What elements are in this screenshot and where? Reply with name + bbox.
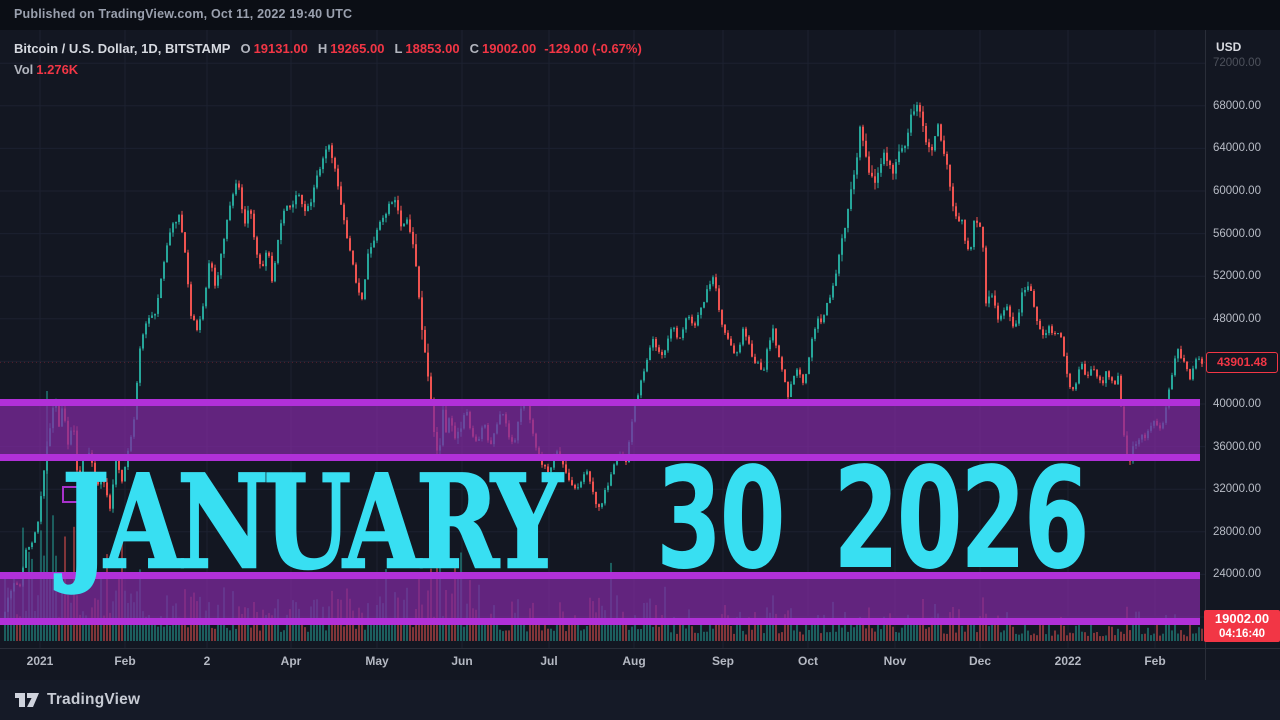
price-tick-label: 28000.00 bbox=[1213, 526, 1261, 538]
time-tick-label: Feb bbox=[114, 654, 136, 668]
change-value: -129.00 (-0.67%) bbox=[544, 41, 642, 56]
volume-value: 1.276K bbox=[36, 62, 79, 77]
price-tick-label: 64000.00 bbox=[1213, 142, 1261, 154]
time-tick-label: Oct bbox=[797, 654, 819, 668]
volume-label: Vol bbox=[14, 62, 34, 77]
published-banner: Published on TradingView.com, Oct 11, 20… bbox=[0, 0, 1280, 30]
time-tick-label: 2021 bbox=[26, 654, 54, 668]
price-tick-label: 24000.00 bbox=[1213, 568, 1261, 580]
ohlc-open-value: 19131.00 bbox=[253, 41, 308, 56]
price-tick-label: 40000.00 bbox=[1213, 398, 1261, 410]
ohlc-open-key: O bbox=[240, 41, 251, 56]
countdown-timer: 04:16:40 bbox=[1218, 628, 1266, 640]
ohlc-high-value: 19265.00 bbox=[330, 41, 385, 56]
last-price-label: 43901.48 bbox=[1206, 352, 1278, 373]
time-tick-label: Nov bbox=[883, 654, 907, 668]
ohlc-close-value: 19002.00 bbox=[482, 41, 537, 56]
time-tick-label: Dec bbox=[968, 654, 992, 668]
ohlc-low-key: L bbox=[394, 41, 403, 56]
ohlc-close-key: C bbox=[469, 41, 480, 56]
caption-word-january: JANUARY bbox=[61, 447, 563, 600]
price-tick-label: 72000.00 bbox=[1213, 57, 1261, 69]
ohlc-high-key: H bbox=[317, 41, 328, 56]
currency-label: USD bbox=[1216, 40, 1242, 54]
time-tick-label: Aug bbox=[622, 654, 646, 668]
time-tick-label: May bbox=[365, 654, 389, 668]
time-tick-label: Sep bbox=[711, 654, 735, 668]
session-countdown-label: 19002.00 04:16:40 bbox=[1204, 610, 1280, 642]
chart-legend: Bitcoin / U.S. Dollar, 1D, BITSTAMP O 1913… bbox=[14, 41, 642, 83]
drawing-anchor-marker[interactable] bbox=[62, 486, 79, 503]
price-tick-label: 36000.00 bbox=[1213, 441, 1261, 453]
time-tick-label: Jul bbox=[540, 654, 558, 668]
resistance-zone-drawing[interactable] bbox=[0, 399, 1200, 461]
footer-bar: TradingView bbox=[0, 680, 1280, 720]
price-tick-label: 60000.00 bbox=[1213, 185, 1261, 197]
price-axis[interactable]: 72000.00 68000.00 64000.00 60000.00 56000.00… bbox=[1205, 30, 1280, 648]
price-tick-label: 56000.00 bbox=[1213, 228, 1261, 240]
caption-word-30: 30 bbox=[655, 438, 786, 601]
caption-word-2026: 2026 bbox=[832, 438, 1090, 601]
session-close-price: 19002.00 bbox=[1214, 611, 1270, 626]
ohlc-low-value: 18853.00 bbox=[405, 41, 460, 56]
time-tick-label: Apr bbox=[280, 654, 302, 668]
support-zone-drawing[interactable] bbox=[0, 572, 1200, 625]
symbol-title[interactable]: Bitcoin / U.S. Dollar, 1D, BITSTAMP bbox=[14, 41, 231, 56]
price-tick-label: 48000.00 bbox=[1213, 313, 1261, 325]
price-tick-label: 32000.00 bbox=[1213, 483, 1261, 495]
time-tick-label: 2 bbox=[203, 654, 211, 668]
time-tick-label: Jun bbox=[451, 654, 473, 668]
thumbnail-caption: JANUARY 30 2026 bbox=[61, 438, 1206, 601]
time-tick-label: 2022 bbox=[1054, 654, 1082, 668]
price-tick-label: 68000.00 bbox=[1213, 100, 1261, 112]
tradingview-logo-icon bbox=[15, 693, 39, 707]
time-axis[interactable]: 2021 Feb 2 Apr May Jun Jul Aug Sep Oct Nov Dec 2022 F… bbox=[0, 648, 1280, 680]
time-tick-label: Feb bbox=[1144, 654, 1166, 668]
published-text: Published on TradingView.com, Oct 11, 20… bbox=[14, 7, 353, 21]
brand-name: TradingView bbox=[47, 691, 141, 708]
price-tick-label: 52000.00 bbox=[1213, 270, 1261, 282]
tradingview-logo[interactable]: TradingView bbox=[14, 690, 140, 710]
